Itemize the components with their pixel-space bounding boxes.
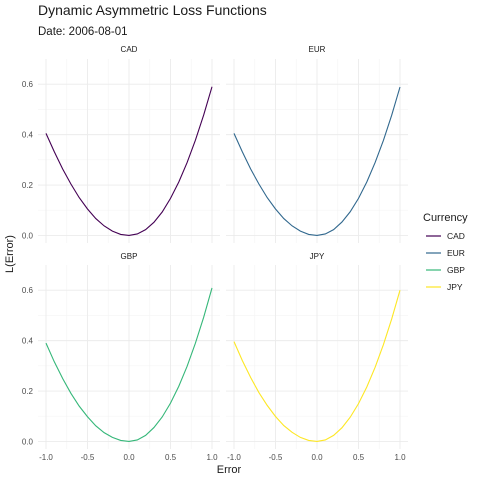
legend: Currency CAD EUR GBP JPY xyxy=(423,212,468,292)
y-tick-label: 0.6 xyxy=(22,286,34,295)
facet-strip-label: JPY xyxy=(310,252,325,261)
x-tick-label: 0.0 xyxy=(123,453,135,462)
series-line-cad xyxy=(45,86,213,236)
series-line-eur xyxy=(233,86,401,236)
chart-title: Dynamic Asymmetric Loss Functions xyxy=(38,2,267,18)
x-tick-label: -1.0 xyxy=(227,453,241,462)
facet-strip-label: EUR xyxy=(309,45,326,54)
legend-title: Currency xyxy=(423,212,468,224)
y-tick-label: 0.2 xyxy=(22,387,34,396)
facet-strip-label: CAD xyxy=(121,45,138,54)
facet-panel-gbp: GBP 0.0 0.2 0.4 0.6 -1.0 -0.5 0.0 0.5 1.0 xyxy=(22,252,220,462)
x-tick-label: 0.5 xyxy=(165,453,177,462)
x-tick-label: 1.0 xyxy=(206,453,218,462)
x-tick-label: -1.0 xyxy=(39,453,53,462)
legend-label-eur: EUR xyxy=(447,248,465,258)
facet-strip-label: GBP xyxy=(121,252,138,261)
series-line-gbp xyxy=(45,287,213,442)
facet-panel-jpy: JPY -1.0 -0.5 0.0 0.5 1.0 xyxy=(226,252,408,462)
x-tick-label: -0.5 xyxy=(81,453,95,462)
y-axis-title: L(Error) xyxy=(4,235,16,273)
facet-panel-cad: CAD 0.0 0.2 0.4 0.6 xyxy=(22,45,220,243)
y-tick-label: 0.4 xyxy=(22,337,34,346)
facet-panel-eur: EUR xyxy=(226,45,408,243)
legend-label-jpy: JPY xyxy=(447,282,463,292)
x-axis-title: Error xyxy=(217,464,242,476)
y-tick-label: 0.6 xyxy=(22,80,34,89)
y-tick-label: 0.0 xyxy=(22,437,34,446)
x-tick-label: -0.5 xyxy=(269,453,283,462)
y-tick-label: 0.2 xyxy=(22,181,34,190)
y-tick-label: 0.4 xyxy=(22,131,34,140)
legend-label-cad: CAD xyxy=(447,231,465,241)
series-line-jpy xyxy=(233,290,401,442)
y-tick-label: 0.0 xyxy=(22,231,34,240)
x-tick-label: 1.0 xyxy=(394,453,406,462)
legend-label-gbp: GBP xyxy=(447,265,465,275)
facet-panels: CAD 0.0 0.2 0.4 0.6 EUR GBP 0.0 0.2 0.4 0.6 -1.0 -0.… xyxy=(22,45,408,462)
x-tick-label: 0.5 xyxy=(353,453,365,462)
x-tick-label: 0.0 xyxy=(311,453,323,462)
chart-subtitle: Date: 2006-08-01 xyxy=(38,26,128,38)
